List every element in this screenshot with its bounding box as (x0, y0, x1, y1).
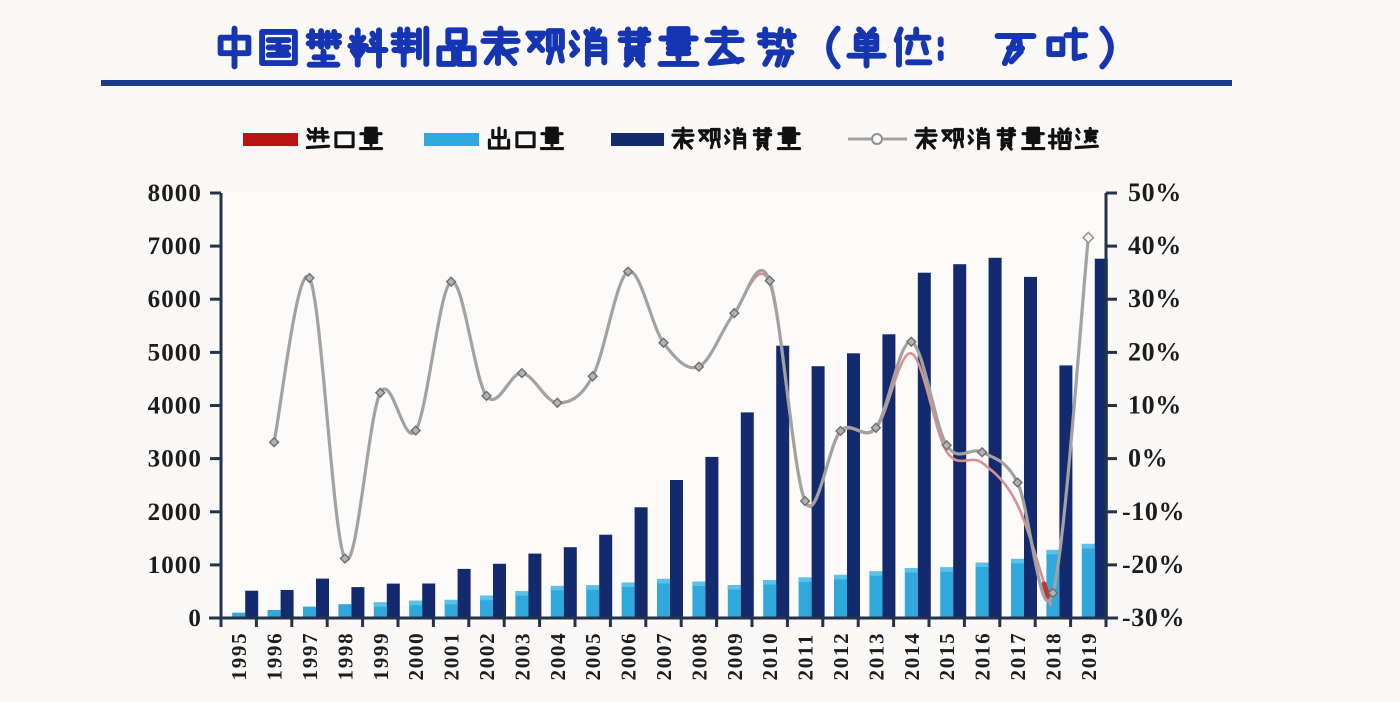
svg-text:1995: 1995 (227, 632, 251, 681)
svg-text:2006: 2006 (617, 632, 641, 681)
svg-text:2003: 2003 (510, 632, 534, 681)
svg-text:-20%: -20% (1122, 550, 1185, 579)
svg-text:6000: 6000 (148, 286, 202, 313)
svg-text:2012: 2012 (829, 632, 853, 681)
svg-text:1998: 1998 (333, 632, 357, 681)
svg-text:10%: 10% (1128, 391, 1182, 420)
svg-text:1000: 1000 (148, 552, 202, 579)
svg-text:0: 0 (188, 605, 202, 632)
svg-text:7000: 7000 (148, 233, 202, 260)
svg-text:2000: 2000 (404, 632, 428, 681)
svg-text:-30%: -30% (1122, 603, 1185, 632)
svg-text:2009: 2009 (723, 632, 747, 681)
svg-text:50%: 50% (1128, 178, 1182, 207)
svg-text:4000: 4000 (148, 393, 202, 420)
svg-text:2014: 2014 (900, 632, 924, 681)
svg-text:2004: 2004 (546, 632, 570, 681)
svg-text:2011: 2011 (794, 633, 818, 681)
svg-text:2002: 2002 (475, 632, 499, 681)
svg-text:2007: 2007 (652, 632, 676, 681)
svg-text:2001: 2001 (440, 632, 464, 681)
svg-text:2019: 2019 (1077, 632, 1101, 681)
svg-text:40%: 40% (1128, 231, 1182, 260)
svg-text:1999: 1999 (369, 632, 393, 681)
svg-text:2017: 2017 (1006, 632, 1030, 681)
svg-text:2000: 2000 (148, 499, 202, 526)
svg-text:1997: 1997 (298, 632, 322, 681)
svg-text:3000: 3000 (148, 446, 202, 473)
svg-text:2015: 2015 (935, 632, 959, 681)
svg-text:5000: 5000 (148, 339, 202, 366)
svg-text:8000: 8000 (148, 180, 202, 207)
svg-text:2005: 2005 (581, 632, 605, 681)
svg-text:-10%: -10% (1122, 497, 1185, 526)
svg-text:1996: 1996 (263, 632, 287, 681)
svg-text:20%: 20% (1128, 337, 1182, 366)
svg-text:2008: 2008 (687, 632, 711, 681)
svg-text:2013: 2013 (864, 632, 888, 681)
svg-text:30%: 30% (1128, 284, 1182, 313)
svg-text:0%: 0% (1128, 444, 1168, 473)
svg-text:2010: 2010 (758, 632, 782, 681)
svg-text:2018: 2018 (1041, 632, 1065, 681)
svg-text:2016: 2016 (971, 632, 995, 681)
